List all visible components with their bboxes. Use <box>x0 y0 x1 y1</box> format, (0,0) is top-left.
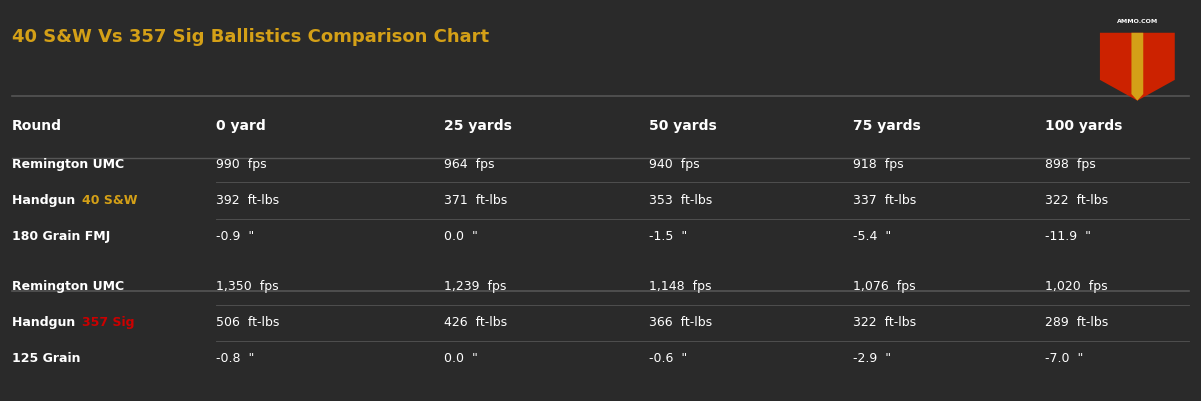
Text: 964  fps: 964 fps <box>444 158 495 171</box>
Text: 0.0  ": 0.0 " <box>444 230 478 243</box>
Polygon shape <box>1100 33 1175 101</box>
Text: 40 S&W Vs 357 Sig Ballistics Comparison Chart: 40 S&W Vs 357 Sig Ballistics Comparison … <box>12 28 489 46</box>
Text: Round: Round <box>12 119 62 133</box>
Text: AMMO.COM: AMMO.COM <box>1117 18 1158 24</box>
Text: 337  ft-lbs: 337 ft-lbs <box>853 194 916 207</box>
Text: Handgun: Handgun <box>12 194 79 207</box>
Text: 426  ft-lbs: 426 ft-lbs <box>444 316 508 329</box>
Text: Remington UMC: Remington UMC <box>12 280 124 293</box>
Text: 990  fps: 990 fps <box>216 158 267 171</box>
Text: -0.6  ": -0.6 " <box>649 352 687 365</box>
Text: 1,020  fps: 1,020 fps <box>1045 280 1107 293</box>
Text: Remington UMC: Remington UMC <box>12 158 124 171</box>
Text: 180 Grain FMJ: 180 Grain FMJ <box>12 230 110 243</box>
Text: 506  ft-lbs: 506 ft-lbs <box>216 316 280 329</box>
Text: 50 yards: 50 yards <box>649 119 716 133</box>
Text: 898  fps: 898 fps <box>1045 158 1095 171</box>
Text: -0.8  ": -0.8 " <box>216 352 255 365</box>
Text: 322  ft-lbs: 322 ft-lbs <box>1045 194 1109 207</box>
Text: 366  ft-lbs: 366 ft-lbs <box>649 316 712 329</box>
Text: 25 yards: 25 yards <box>444 119 513 133</box>
Text: 0 yard: 0 yard <box>216 119 265 133</box>
Text: -1.5  ": -1.5 " <box>649 230 687 243</box>
Text: 1,076  fps: 1,076 fps <box>853 280 915 293</box>
Text: 100 yards: 100 yards <box>1045 119 1122 133</box>
Text: 0.0  ": 0.0 " <box>444 352 478 365</box>
Text: 1,148  fps: 1,148 fps <box>649 280 711 293</box>
Text: -0.9  ": -0.9 " <box>216 230 255 243</box>
Text: -11.9  ": -11.9 " <box>1045 230 1091 243</box>
Text: 322  ft-lbs: 322 ft-lbs <box>853 316 916 329</box>
Text: 1,350  fps: 1,350 fps <box>216 280 279 293</box>
Text: ✦: ✦ <box>1133 52 1142 62</box>
Text: -7.0  ": -7.0 " <box>1045 352 1083 365</box>
Text: 1,239  fps: 1,239 fps <box>444 280 507 293</box>
Text: 353  ft-lbs: 353 ft-lbs <box>649 194 712 207</box>
Text: 75 yards: 75 yards <box>853 119 920 133</box>
Text: Handgun: Handgun <box>12 316 79 329</box>
Text: 289  ft-lbs: 289 ft-lbs <box>1045 316 1109 329</box>
Text: -5.4  ": -5.4 " <box>853 230 891 243</box>
Text: 125 Grain: 125 Grain <box>12 352 80 365</box>
Text: -2.9  ": -2.9 " <box>853 352 891 365</box>
Text: 357 Sig: 357 Sig <box>82 316 135 329</box>
Text: 371  ft-lbs: 371 ft-lbs <box>444 194 508 207</box>
Text: 940  fps: 940 fps <box>649 158 699 171</box>
Polygon shape <box>1131 33 1143 101</box>
Text: 392  ft-lbs: 392 ft-lbs <box>216 194 280 207</box>
Text: 40 S&W: 40 S&W <box>82 194 137 207</box>
Text: 918  fps: 918 fps <box>853 158 903 171</box>
